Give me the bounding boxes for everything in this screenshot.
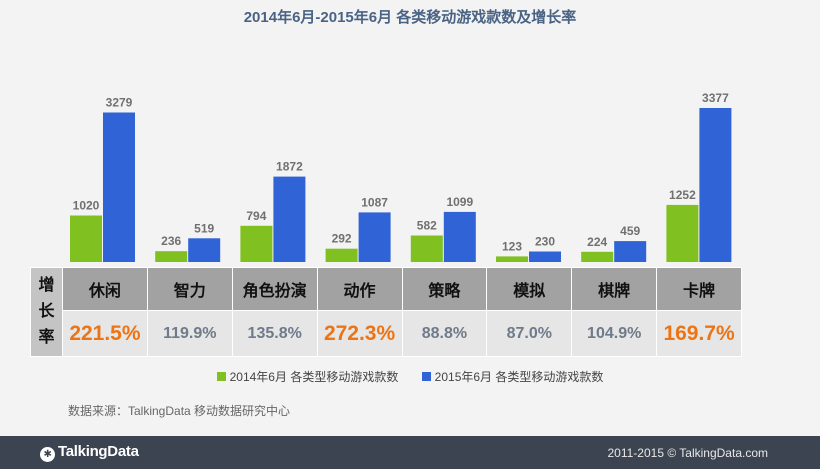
bar-2014 — [410, 235, 443, 262]
bar-label-2015: 3279 — [106, 96, 133, 110]
bar-2015 — [614, 241, 647, 262]
growth-rate-cell: 272.3% — [316, 310, 403, 357]
bar-2014 — [70, 215, 102, 262]
bar-label-2014: 123 — [502, 239, 522, 253]
bar-label-2015: 1087 — [361, 195, 388, 209]
bar-label-2014: 1252 — [669, 188, 696, 202]
talkingdata-logo: ✱ TalkingData — [40, 443, 139, 462]
growth-rate-cell: 221.5% — [62, 310, 148, 357]
category-cell: 角色扮演 — [231, 267, 318, 311]
chart-title: 2014年6月-2015年6月 各类移动游戏款数及增长率 — [243, 9, 577, 26]
bar-label-2014: 1020 — [73, 199, 100, 213]
bar-2015 — [529, 251, 561, 262]
bar-label-2014: 236 — [161, 234, 181, 248]
legend-item-2015: 2015年6月 各类型移动游戏款数 — [421, 368, 604, 385]
growth-rate-row: 221.5% 119.9% 135.8% 272.3% 88.8% 87.0% … — [31, 310, 742, 357]
bar-label-2015: 1099 — [446, 195, 473, 209]
growth-rate-cell: 104.9% — [571, 310, 658, 357]
bar-label-2015: 459 — [620, 224, 640, 238]
category-cell: 智力 — [146, 267, 233, 311]
bar-2015 — [103, 112, 135, 262]
legend-label-2014: 2014年6月 各类型移动游戏款数 — [229, 370, 399, 384]
bar-label-2015: 1872 — [276, 160, 303, 174]
category-cell: 策略 — [401, 267, 488, 311]
bar-2015 — [358, 212, 391, 262]
growth-rate-cell: 119.9% — [146, 310, 233, 357]
growth-header-char-2: 率 — [38, 329, 55, 346]
bar-2014 — [325, 248, 358, 262]
copyright: 2011-2015 © TalkingData.com — [607, 446, 769, 460]
legend-item-2014: 2014年6月 各类型移动游戏款数 — [216, 368, 399, 385]
growth-rate-cell: 87.0% — [486, 310, 573, 357]
bar-label-2015: 519 — [194, 221, 214, 235]
legend-swatch-blue — [421, 372, 431, 381]
bar-label-2014: 794 — [246, 209, 266, 223]
bar-2015 — [273, 176, 306, 262]
legend-swatch-green — [216, 372, 226, 381]
logo-icon: ✱ — [40, 447, 55, 462]
growth-rate-cell: 88.8% — [401, 310, 488, 357]
bar-2014 — [155, 251, 188, 262]
bar-label-2014: 582 — [417, 219, 437, 233]
growth-rate-cell: 169.7% — [656, 310, 742, 357]
legend-label-2015: 2015年6月 各类型移动游戏款数 — [434, 370, 604, 384]
category-cell: 棋牌 — [571, 267, 658, 311]
bar-2015 — [443, 211, 476, 262]
data-source: 数据来源：TalkingData 移动数据研究中心 — [68, 404, 291, 418]
growth-rate-cell: 135.8% — [231, 310, 318, 357]
footer-bar: ✱ TalkingData 2011-2015 © TalkingData.com — [0, 436, 820, 469]
legend: 2014年6月 各类型移动游戏款数 2015年6月 各类型移动游戏款数 — [0, 368, 820, 385]
bar-2014 — [581, 251, 614, 262]
category-cell: 休闲 — [62, 267, 148, 311]
bar-2014 — [496, 256, 528, 262]
bar-2014 — [666, 204, 699, 262]
bar-label-2015: 3377 — [702, 91, 729, 105]
bar-2015 — [699, 108, 732, 262]
growth-rate-table: 增 长 率 休闲 智力 角色扮演 动作 策略 模拟 棋牌 卡牌 221.5% 1… — [30, 267, 742, 357]
bar-2015 — [188, 238, 221, 262]
bar-chart: 1020 3279 236 519 794 1872 292 1087 582 1099 123 23… — [70, 91, 732, 262]
category-cell: 动作 — [316, 267, 403, 311]
bar-label-2015: 230 — [535, 235, 555, 249]
growth-header-char-1: 长 — [38, 303, 55, 320]
bar-label-2014: 292 — [332, 232, 352, 246]
growth-header-char-0: 增 — [38, 277, 55, 294]
category-row: 增 长 率 休闲 智力 角色扮演 动作 策略 模拟 棋牌 卡牌 — [30, 267, 742, 357]
category-cell: 模拟 — [486, 267, 573, 311]
logo-text: TalkingData — [58, 443, 139, 460]
bar-label-2014: 224 — [587, 235, 607, 249]
bar-2014 — [240, 225, 273, 262]
category-cell: 卡牌 — [656, 267, 742, 311]
growth-header: 增 长 率 — [30, 267, 63, 357]
